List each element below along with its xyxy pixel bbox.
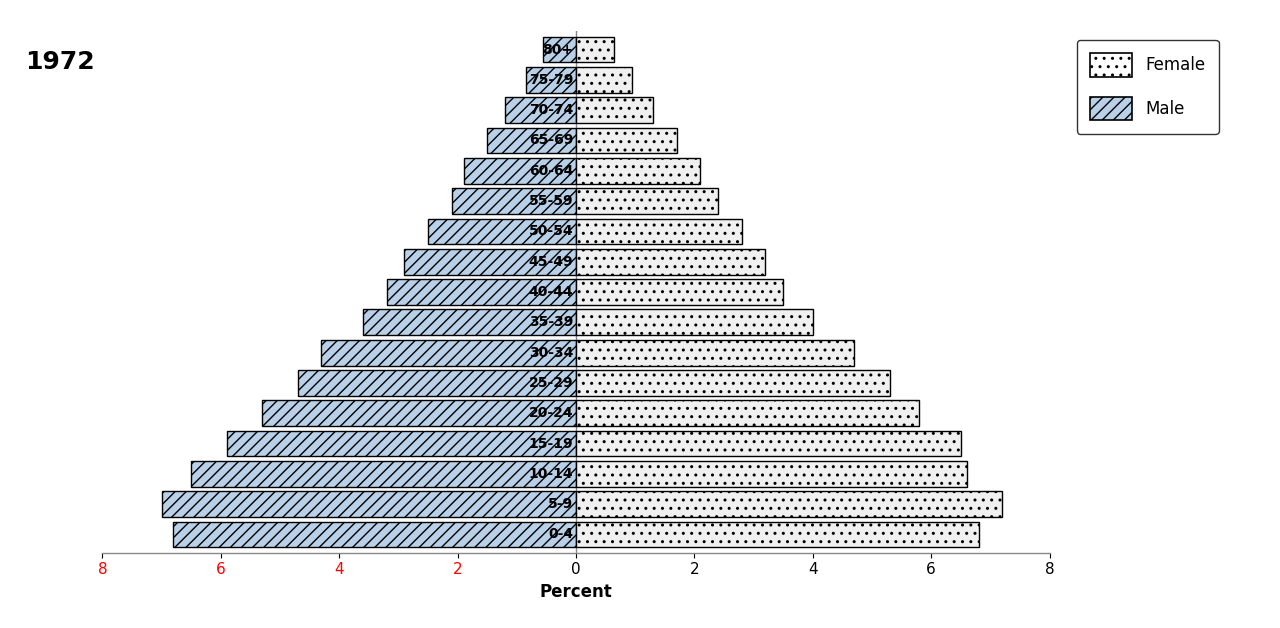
Bar (576, 36, 614, 62)
Text: 45-49: 45-49 (529, 255, 573, 269)
Bar (404, 249, 576, 274)
Text: 60-64: 60-64 (529, 164, 573, 178)
Bar (576, 461, 966, 487)
Bar (576, 340, 854, 365)
Bar (526, 67, 576, 93)
Bar (544, 36, 576, 62)
Text: 10-14: 10-14 (529, 467, 573, 481)
Text: 5-9: 5-9 (548, 497, 573, 511)
Bar (576, 127, 677, 153)
Bar (428, 219, 576, 244)
Bar (576, 188, 718, 214)
Bar (506, 97, 576, 123)
Text: 35-39: 35-39 (529, 315, 573, 329)
Bar (452, 188, 576, 214)
Text: 50-54: 50-54 (529, 224, 573, 239)
Bar (576, 219, 742, 244)
Bar (576, 401, 919, 426)
Text: 80+: 80+ (541, 43, 573, 57)
Bar (576, 158, 700, 183)
Bar (321, 340, 576, 365)
Bar (364, 310, 576, 335)
Text: 25-29: 25-29 (529, 376, 573, 390)
Bar (191, 461, 576, 487)
Bar (576, 310, 813, 335)
Text: 30-34: 30-34 (529, 345, 573, 360)
Bar (576, 431, 961, 457)
Bar (576, 491, 1002, 517)
Text: 70-74: 70-74 (529, 103, 573, 117)
Bar (576, 522, 978, 548)
Bar (463, 158, 576, 183)
Bar (576, 67, 632, 93)
Bar (576, 97, 653, 123)
Bar (262, 401, 576, 426)
Bar (161, 491, 576, 517)
Text: 0-4: 0-4 (548, 528, 573, 541)
Bar (298, 370, 576, 396)
Text: 75-79: 75-79 (529, 73, 573, 87)
Bar (174, 522, 576, 548)
Bar (227, 431, 576, 457)
X-axis label: Percent: Percent (540, 583, 612, 601)
Bar (488, 127, 576, 153)
Bar (387, 279, 576, 305)
Text: 1972: 1972 (26, 50, 95, 74)
Bar (576, 370, 890, 396)
Text: 15-19: 15-19 (529, 436, 573, 450)
Legend: Female, Male: Female, Male (1076, 40, 1219, 134)
Text: 20-24: 20-24 (529, 406, 573, 420)
Text: 55-59: 55-59 (529, 194, 573, 208)
Text: 40-44: 40-44 (529, 285, 573, 299)
Bar (576, 279, 783, 305)
Text: 65-69: 65-69 (529, 134, 573, 148)
Bar (576, 249, 765, 274)
